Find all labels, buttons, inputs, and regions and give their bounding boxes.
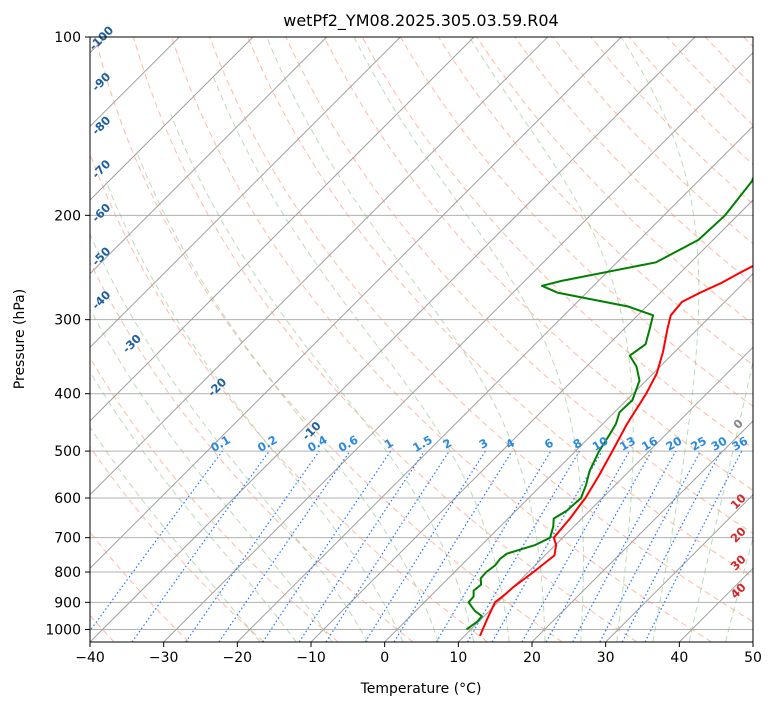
y-tick-label: 900 — [54, 595, 81, 611]
y-tick-label: 200 — [54, 208, 81, 224]
x-tick-label: 0 — [380, 650, 389, 666]
x-axis-label: Temperature (°C) — [360, 681, 482, 697]
x-tick-label: −10 — [296, 650, 326, 666]
x-tick-label: 40 — [670, 650, 688, 666]
x-tick-label: 50 — [744, 650, 762, 666]
x-tick-label: 20 — [523, 650, 541, 666]
x-tick-label: −30 — [149, 650, 179, 666]
y-tick-label: 300 — [54, 313, 81, 329]
y-axis-label: Pressure (hPa) — [12, 289, 28, 389]
x-tick-label: −40 — [75, 650, 105, 666]
isotherm-line — [753, 37, 775, 642]
y-tick-label: 100 — [54, 30, 81, 46]
y-tick-label: 1000 — [45, 622, 81, 638]
x-tick-label: 10 — [449, 650, 467, 666]
chart-title: wetPf2_YM08.2025.305.03.59.R04 — [283, 11, 558, 31]
x-tick-label: 30 — [597, 650, 615, 666]
x-tick-label: −20 — [223, 650, 253, 666]
y-tick-label: 800 — [54, 565, 81, 581]
y-tick-label: 400 — [54, 387, 81, 403]
y-tick-label: 700 — [54, 531, 81, 547]
y-tick-label: 500 — [54, 444, 81, 460]
y-tick-label: 600 — [54, 491, 81, 507]
